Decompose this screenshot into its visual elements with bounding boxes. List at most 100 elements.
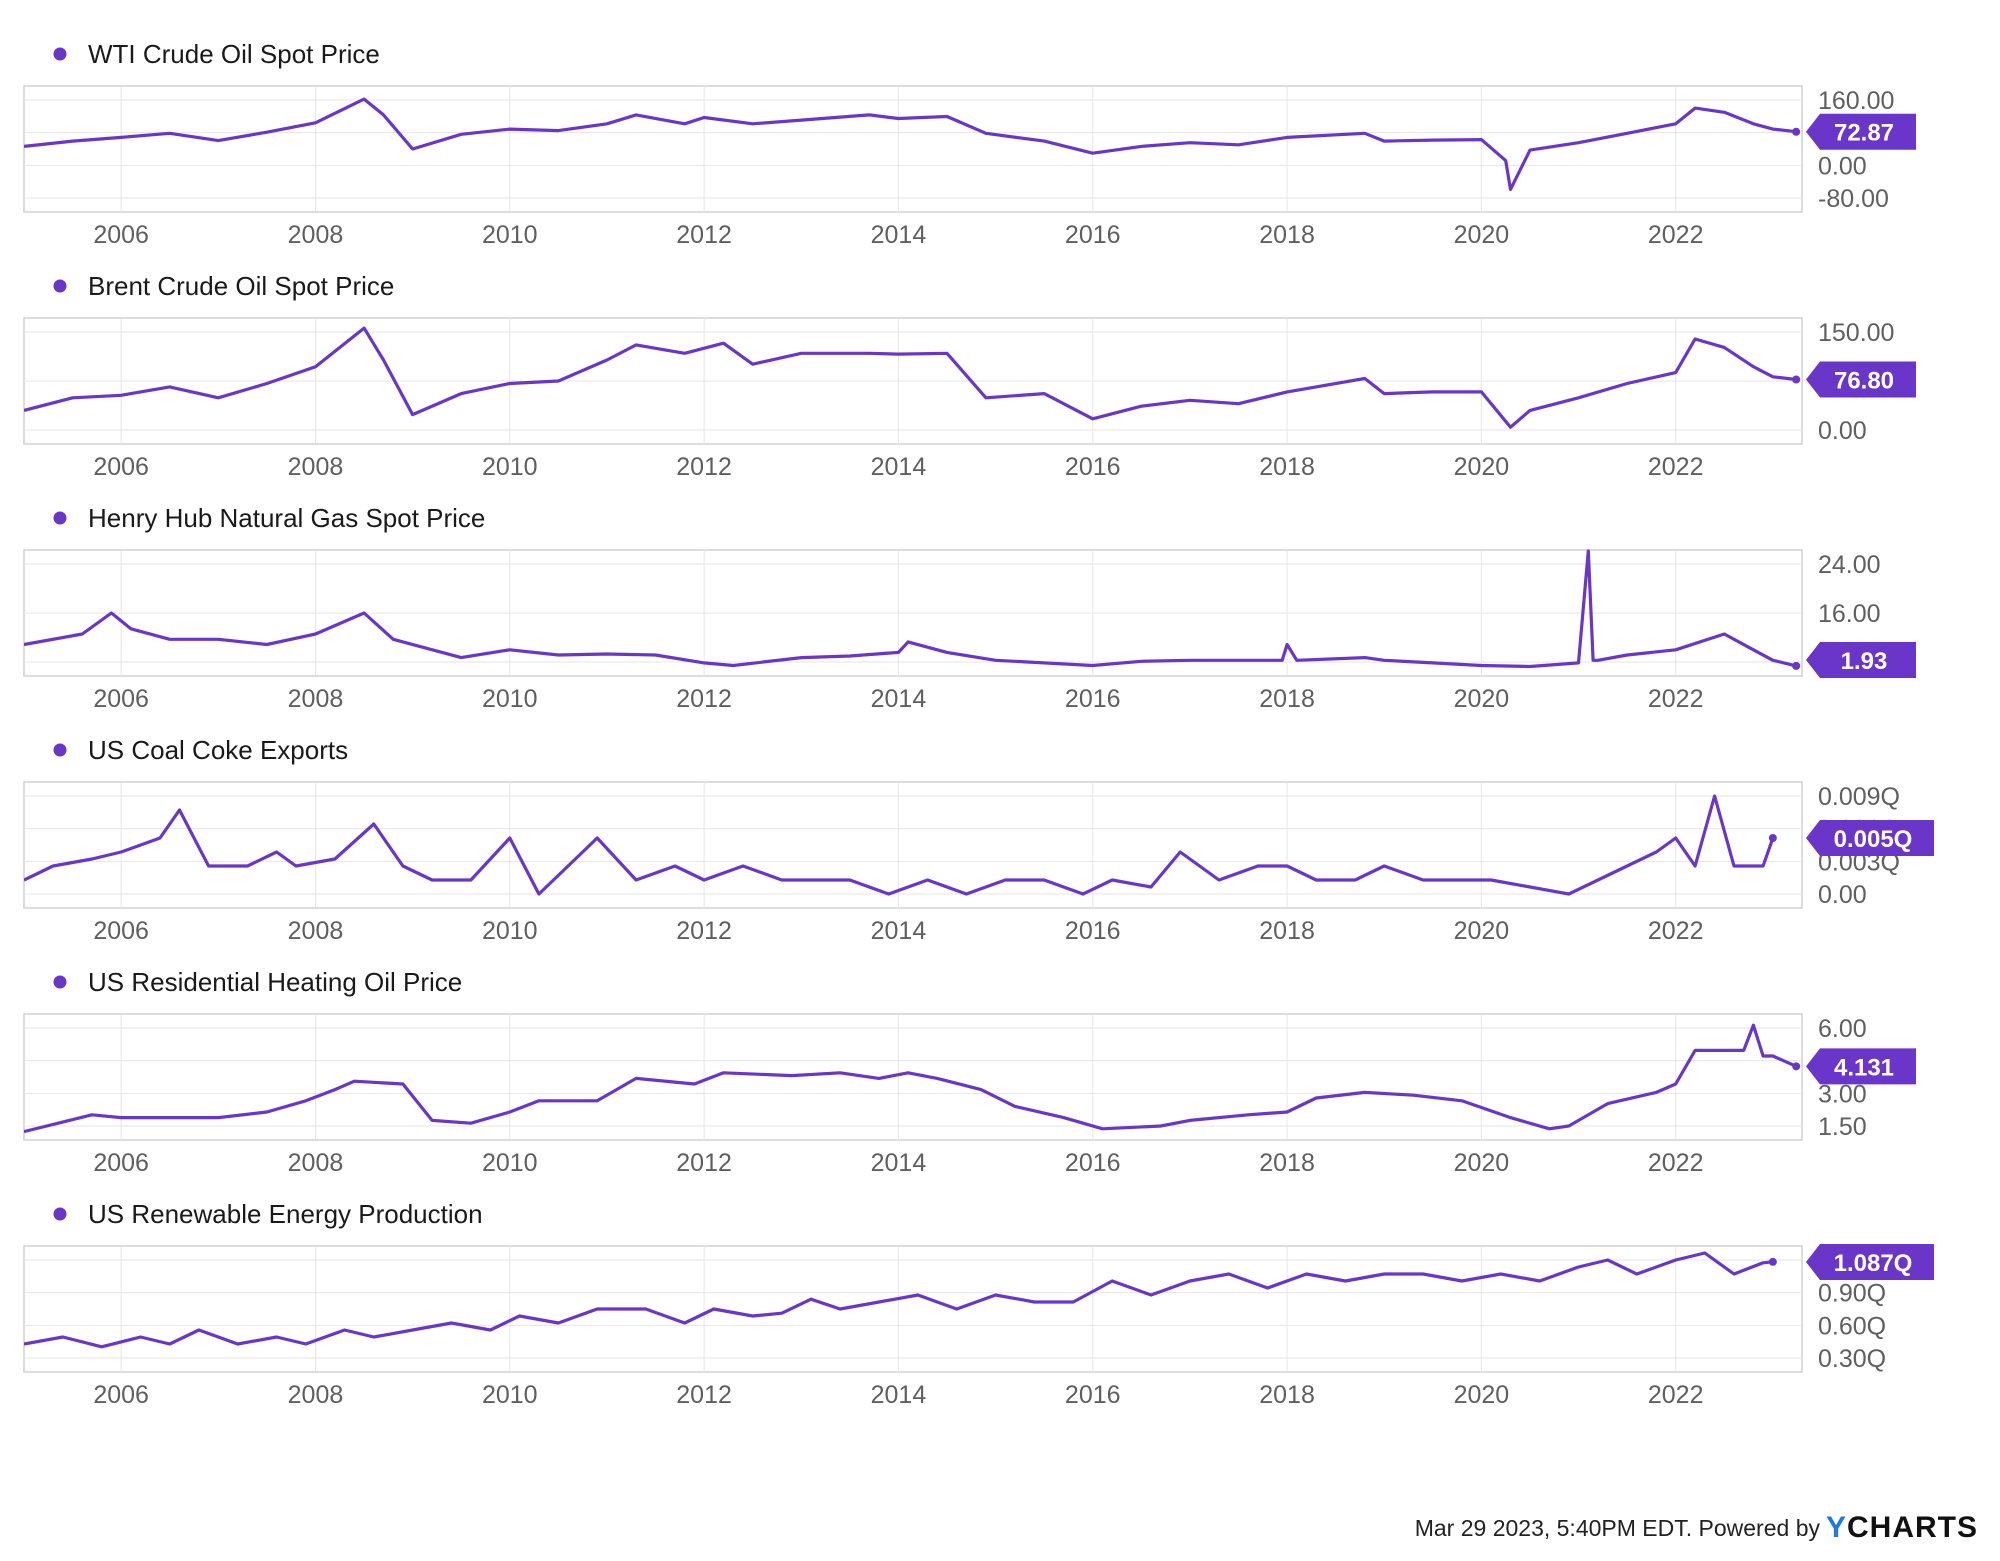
y-tick-label: 0.00 bbox=[1818, 881, 1867, 909]
plot-frame bbox=[23, 1245, 1803, 1373]
y-tick-label: 0.30Q bbox=[1818, 1345, 1886, 1373]
x-tick-label: 2008 bbox=[288, 453, 344, 481]
x-tick-label: 2012 bbox=[676, 1149, 732, 1177]
y-tick-label: 24.00 bbox=[1818, 551, 1881, 579]
x-tick-label: 2018 bbox=[1259, 917, 1315, 945]
panel-title: WTI Crude Oil Spot Price bbox=[88, 39, 380, 69]
x-tick-label: 2020 bbox=[1454, 453, 1510, 481]
y-tick-label: 16.00 bbox=[1818, 600, 1881, 628]
legend-dot-icon bbox=[53, 279, 67, 293]
y-tick-label: 150.00 bbox=[1818, 319, 1894, 347]
x-tick-label: 2020 bbox=[1454, 221, 1510, 249]
x-tick-label: 2022 bbox=[1648, 453, 1704, 481]
x-tick-label: 2016 bbox=[1065, 685, 1121, 713]
y-tick-label: 0.60Q bbox=[1818, 1312, 1886, 1340]
panel-4: US Coal Coke Exports 2006 2008 2010 2012 2014… bbox=[23, 735, 1934, 945]
x-tick-label: 2016 bbox=[1065, 453, 1121, 481]
x-tick-label: 2006 bbox=[93, 1381, 149, 1409]
last-point-marker bbox=[1792, 661, 1801, 670]
panel-title: Brent Crude Oil Spot Price bbox=[88, 271, 394, 301]
series-line bbox=[24, 1023, 1797, 1134]
x-tick-label: 2008 bbox=[288, 917, 344, 945]
x-tick-label: 2022 bbox=[1648, 1381, 1704, 1409]
legend-dot-icon bbox=[53, 743, 67, 757]
x-tick-label: 2010 bbox=[482, 917, 538, 945]
footer: Mar 29 2023, 5:40PM EDT. Powered by YCHA… bbox=[1415, 1511, 1978, 1545]
x-tick-label: 2006 bbox=[93, 221, 149, 249]
x-tick-label: 2018 bbox=[1259, 453, 1315, 481]
series-line bbox=[24, 326, 1797, 429]
ycharts-logo[interactable]: YCHARTS bbox=[1826, 1511, 1978, 1545]
last-point-marker bbox=[1792, 1062, 1801, 1071]
current-value-badge bbox=[1806, 361, 1916, 398]
x-tick-label: 2012 bbox=[676, 453, 732, 481]
x-tick-label: 2020 bbox=[1454, 1149, 1510, 1177]
x-tick-label: 2016 bbox=[1065, 917, 1121, 945]
x-tick-label: 2014 bbox=[871, 221, 927, 249]
x-tick-label: 2010 bbox=[482, 453, 538, 481]
x-tick-label: 2022 bbox=[1648, 221, 1704, 249]
current-value-badge bbox=[1806, 642, 1916, 678]
panel-title: US Residential Heating Oil Price bbox=[88, 967, 462, 997]
x-tick-label: 2014 bbox=[871, 453, 927, 481]
x-tick-label: 2006 bbox=[93, 453, 149, 481]
x-tick-label: 2008 bbox=[288, 221, 344, 249]
panel-5: US Residential Heating Oil Price 2006 2008… bbox=[23, 967, 1916, 1177]
current-value-badge bbox=[1806, 113, 1916, 150]
x-tick-label: 2016 bbox=[1065, 221, 1121, 249]
plot-frame bbox=[23, 1013, 1803, 1141]
x-tick-label: 2008 bbox=[288, 1381, 344, 1409]
x-tick-label: 2012 bbox=[676, 1381, 732, 1409]
current-value-label: 76.80 bbox=[1834, 367, 1894, 394]
y-tick-label: 0.90Q bbox=[1818, 1280, 1886, 1308]
x-tick-label: 2018 bbox=[1259, 1381, 1315, 1409]
legend-dot-icon bbox=[53, 1207, 67, 1221]
x-tick-label: 2014 bbox=[871, 917, 927, 945]
panel-3: Henry Hub Natural Gas Spot Price 2006 2008… bbox=[23, 503, 1916, 713]
x-tick-label: 2008 bbox=[288, 685, 344, 713]
y-tick-label: -80.00 bbox=[1818, 185, 1889, 213]
footer-timestamp: Mar 29 2023, 5:40PM EDT. Powered by bbox=[1414, 1514, 1820, 1541]
current-value-label: 1.087Q bbox=[1834, 1250, 1913, 1277]
plot-frame bbox=[23, 85, 1803, 213]
x-tick-label: 2006 bbox=[93, 1149, 149, 1177]
series-line bbox=[24, 794, 1775, 896]
panel-title: Henry Hub Natural Gas Spot Price bbox=[88, 503, 485, 533]
series-line bbox=[24, 97, 1797, 191]
legend-dot-icon bbox=[53, 511, 67, 525]
plot-frame bbox=[23, 781, 1803, 909]
x-tick-label: 2022 bbox=[1648, 685, 1704, 713]
last-point-marker bbox=[1768, 1257, 1777, 1266]
y-tick-label: 3.00 bbox=[1818, 1080, 1867, 1108]
x-tick-label: 2010 bbox=[482, 1381, 538, 1409]
legend-dot-icon bbox=[53, 47, 67, 61]
current-value-label: 4.131 bbox=[1834, 1054, 1894, 1081]
x-tick-label: 2022 bbox=[1648, 917, 1704, 945]
x-tick-label: 2014 bbox=[871, 685, 927, 713]
x-tick-label: 2010 bbox=[482, 685, 538, 713]
last-point-marker bbox=[1792, 375, 1801, 384]
current-value-badge bbox=[1806, 1048, 1916, 1085]
panel-title: US Coal Coke Exports bbox=[88, 735, 348, 765]
legend-dot-icon bbox=[53, 975, 67, 989]
y-tick-label: 160.00 bbox=[1818, 87, 1894, 115]
x-tick-label: 2018 bbox=[1259, 685, 1315, 713]
x-tick-label: 2022 bbox=[1648, 1149, 1704, 1177]
panel-1: WTI Crude Oil Spot Price 2006 2008 2010 2012… bbox=[23, 39, 1916, 249]
ycharts-logo-text: CHARTS bbox=[1847, 1511, 1978, 1544]
x-tick-label: 2014 bbox=[871, 1381, 927, 1409]
x-tick-label: 2014 bbox=[871, 1149, 927, 1177]
x-tick-label: 2020 bbox=[1454, 685, 1510, 713]
x-tick-label: 2012 bbox=[676, 917, 732, 945]
x-tick-label: 2020 bbox=[1454, 1381, 1510, 1409]
y-tick-label: 0.00 bbox=[1818, 152, 1867, 180]
x-tick-label: 2010 bbox=[482, 1149, 538, 1177]
y-tick-label: 6.00 bbox=[1818, 1015, 1867, 1043]
current-value-label: 1.93 bbox=[1841, 648, 1888, 675]
x-tick-label: 2008 bbox=[288, 1149, 344, 1177]
series-line bbox=[24, 549, 1797, 669]
ycharts-logo-y: Y bbox=[1825, 1511, 1847, 1544]
panel-6: US Renewable Energy Production 2006 2008 20… bbox=[23, 1199, 1934, 1409]
y-tick-label: 1.50 bbox=[1818, 1113, 1867, 1141]
